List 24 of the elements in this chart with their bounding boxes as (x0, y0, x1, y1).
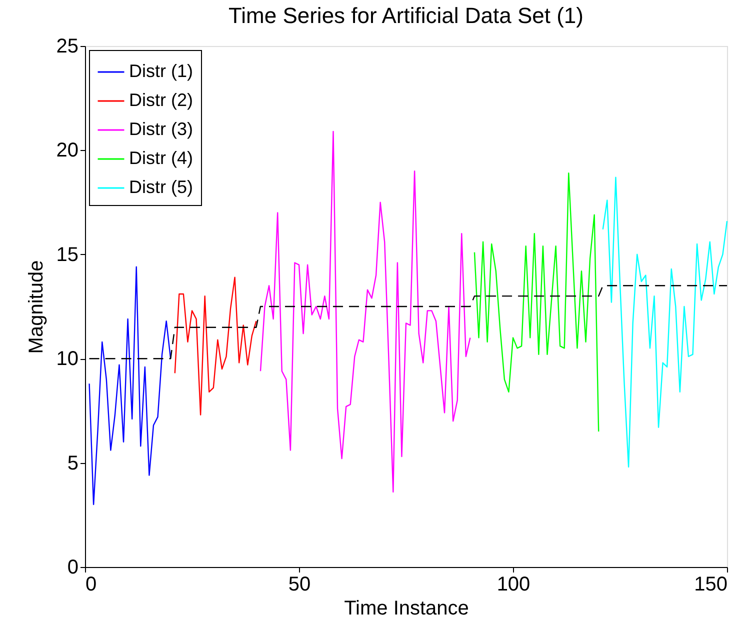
chart-title: Time Series for Artificial Data Set (1) (228, 3, 584, 28)
line-series (88, 285, 728, 360)
x-tick-label: 50 (288, 574, 311, 596)
legend-label: Distr (4) (129, 148, 193, 168)
y-tick-label: 15 (56, 244, 78, 266)
legend-label: Distr (5) (129, 177, 193, 197)
y-tick-label: 20 (56, 140, 78, 162)
y-tick-label: 10 (56, 348, 78, 370)
x-axis-title: Time Instance (344, 598, 469, 620)
y-axis-title: Magnitude (25, 260, 48, 354)
line-series (174, 276, 257, 416)
y-tick-label: 25 (56, 36, 78, 58)
line-series (88, 266, 172, 506)
x-tick-label: 150 (694, 574, 728, 596)
legend-label: Distr (2) (129, 90, 193, 110)
y-tick-label: 0 (67, 556, 78, 578)
y-tick-label: 5 (67, 452, 78, 474)
x-tick-label: 0 (86, 574, 97, 596)
line-series (474, 172, 600, 432)
x-tick-label: 100 (496, 574, 530, 596)
legend-label: Distr (1) (129, 61, 193, 81)
legend-label: Distr (3) (129, 119, 193, 139)
line-series (260, 130, 471, 493)
line-series (602, 176, 728, 468)
